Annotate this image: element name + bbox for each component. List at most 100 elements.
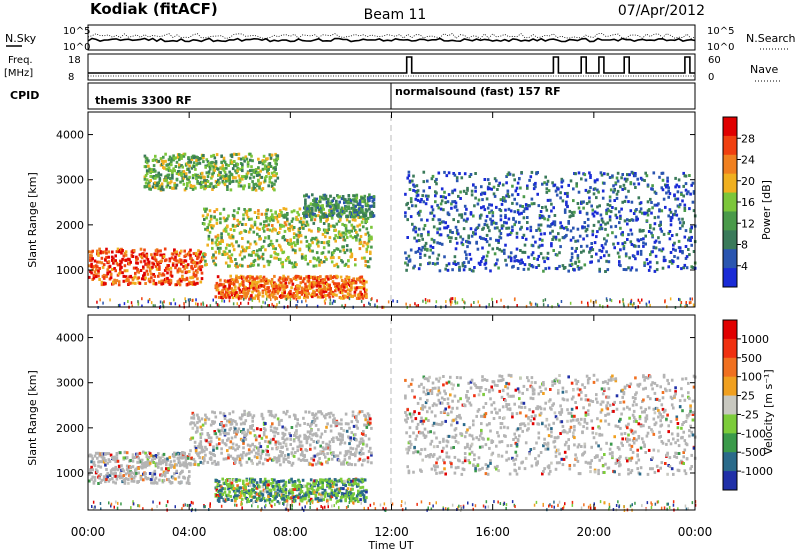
y-tick-label: 1000 xyxy=(56,264,84,277)
echo-cell xyxy=(258,299,261,303)
echo-cell xyxy=(678,249,682,253)
echo-cell xyxy=(324,429,327,433)
echo-cell xyxy=(646,262,650,266)
echo-cell xyxy=(144,461,147,465)
echo-cell xyxy=(536,303,539,307)
echo-cell xyxy=(676,265,680,268)
echo-cell xyxy=(462,227,466,231)
echo-cell xyxy=(180,279,183,283)
echo-cell xyxy=(337,282,341,286)
echo-cell xyxy=(184,174,188,178)
echo-cell xyxy=(360,220,364,224)
echo-cell xyxy=(154,281,158,285)
echo-cell xyxy=(520,171,523,174)
echo-cell xyxy=(239,230,243,234)
echo-cell xyxy=(634,186,637,189)
echo-cell xyxy=(305,193,308,197)
echo-cell xyxy=(272,218,275,222)
echo-cell xyxy=(237,454,241,458)
echo-cell xyxy=(268,440,272,444)
echo-cell xyxy=(107,260,111,264)
echo-cell xyxy=(684,188,688,192)
echo-cell xyxy=(634,172,637,175)
y-tick-label: 2000 xyxy=(56,219,84,232)
echo-cell xyxy=(329,202,332,205)
echo-cell xyxy=(537,227,541,231)
echo-cell xyxy=(229,426,233,430)
echo-cell xyxy=(165,463,168,467)
echo-cell xyxy=(292,241,296,245)
echo-cell xyxy=(440,199,444,203)
echo-cell xyxy=(468,175,472,178)
echo-cell xyxy=(206,213,209,217)
echo-cell xyxy=(660,209,664,213)
echo-cell xyxy=(538,237,542,241)
echo-cell xyxy=(101,250,105,254)
echo-cell xyxy=(309,462,312,466)
echo-cell xyxy=(244,434,248,438)
echo-cell xyxy=(128,258,131,262)
echo-cell xyxy=(231,419,235,423)
echo-cell xyxy=(195,302,197,306)
echo-cell xyxy=(188,175,191,179)
echo-cell xyxy=(484,261,488,265)
echo-cell xyxy=(308,206,312,210)
echo-cell xyxy=(99,473,103,476)
echo-cell xyxy=(274,290,277,293)
echo-cell xyxy=(485,197,489,201)
echo-cell xyxy=(462,218,466,222)
echo-cell xyxy=(222,156,226,160)
echo-cell xyxy=(206,304,208,308)
echo-cell xyxy=(151,458,154,462)
echo-cell xyxy=(572,226,575,230)
echo-cell xyxy=(207,170,211,174)
echo-cell xyxy=(227,164,230,167)
echo-cell xyxy=(472,214,475,218)
echo-cell xyxy=(685,255,689,259)
echo-cell xyxy=(319,285,322,288)
echo-cell xyxy=(185,276,189,280)
echo-cell xyxy=(220,232,223,236)
echo-cell xyxy=(273,170,276,174)
echo-cell xyxy=(365,227,369,231)
echo-cell xyxy=(684,229,688,233)
echo-cell xyxy=(639,249,643,253)
echo-cell xyxy=(183,278,186,282)
echo-cell xyxy=(124,250,128,254)
echo-cell xyxy=(501,224,505,228)
echo-cell xyxy=(243,409,246,413)
echo-cell xyxy=(266,294,269,298)
echo-cell xyxy=(143,259,146,263)
echo-cell xyxy=(419,209,422,213)
echo-cell xyxy=(424,241,428,245)
nave-tick-high: 60 xyxy=(708,55,721,66)
echo-cell xyxy=(531,265,535,269)
echo-cell xyxy=(284,412,288,416)
echo-cell xyxy=(145,464,149,467)
echo-cell xyxy=(322,246,326,250)
echo-cell xyxy=(142,252,145,256)
echo-cell xyxy=(421,194,424,198)
echo-cell xyxy=(283,426,287,430)
echo-cell xyxy=(250,165,253,169)
echo-cell xyxy=(215,286,219,290)
echo-cell xyxy=(208,165,212,169)
echo-cell xyxy=(168,169,172,172)
echo-cell xyxy=(169,270,173,274)
echo-cell xyxy=(526,186,529,190)
echo-cell xyxy=(115,456,119,460)
echo-cell xyxy=(541,238,544,242)
echo-cell xyxy=(189,462,192,466)
echo-cell xyxy=(291,248,295,252)
echo-cell xyxy=(628,219,631,222)
echo-cell xyxy=(304,291,307,295)
echo-cell xyxy=(347,205,351,209)
echo-cell xyxy=(301,450,304,454)
echo-cell xyxy=(536,257,539,261)
echo-cell xyxy=(258,434,261,438)
echo-cell xyxy=(125,456,129,460)
echo-cell xyxy=(213,210,216,214)
echo-cell xyxy=(208,220,212,224)
echo-cell xyxy=(148,277,152,281)
echo-cell xyxy=(261,462,265,466)
